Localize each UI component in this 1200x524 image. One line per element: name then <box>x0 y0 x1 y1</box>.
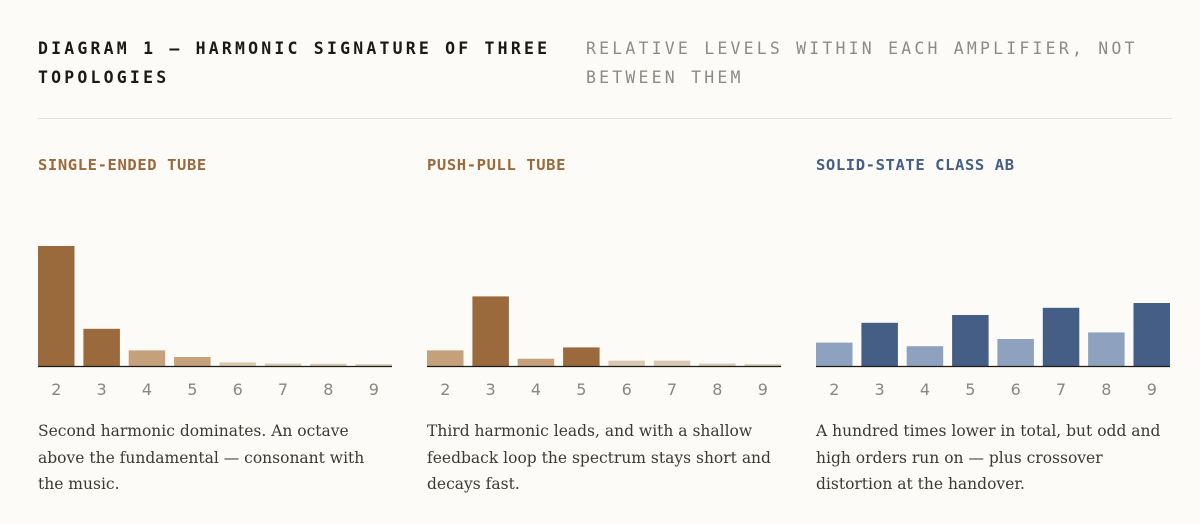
panel-caption: Second harmonic dominates. An octave abo… <box>38 422 365 493</box>
bar-harmonic-8 <box>310 363 347 366</box>
tick-label-6: 6 <box>1011 380 1021 399</box>
tick-label-4: 4 <box>531 380 541 399</box>
bar-harmonic-3 <box>861 322 898 366</box>
tick-label-5: 5 <box>187 380 197 399</box>
panel-single-ended-tube: SINGLE-ENDED TUBE 2 3 4 5 6 7 8 9 Second harmon… <box>38 150 394 510</box>
bar-harmonic-4 <box>517 358 555 366</box>
bar-harmonic-8 <box>699 363 736 366</box>
tick-label-2: 2 <box>829 380 839 399</box>
tick-label-8: 8 <box>323 380 333 399</box>
panel-solid-state-class-ab: SOLID-STATE CLASS AB 2 3 4 5 6 7 8 9 A hundred … <box>816 150 1172 510</box>
harmonic-bar-chart: 2 3 4 5 6 7 8 9 <box>427 296 781 399</box>
bar-harmonic-5 <box>952 315 989 366</box>
tick-label-3: 3 <box>875 380 885 399</box>
panel-push-pull-tube: PUSH-PULL TUBE 2 3 4 5 6 7 8 9 Third harmonic l… <box>427 150 783 510</box>
tick-label-2: 2 <box>51 380 61 399</box>
tick-label-4: 4 <box>142 380 152 399</box>
bar-harmonic-3 <box>83 328 120 366</box>
diagram-title: DIAGRAM 1 — HARMONIC SIGNATURE OF THREE … <box>38 39 551 87</box>
bar-harmonic-4 <box>906 346 944 366</box>
bar-harmonic-2 <box>427 350 464 366</box>
bar-harmonic-2 <box>816 342 853 366</box>
bar-harmonic-8 <box>1088 332 1125 366</box>
panel-caption: Third harmonic leads, and with a shallow… <box>427 422 771 493</box>
harmonic-bar-chart: 2 3 4 5 6 7 8 9 <box>38 246 392 399</box>
panel-title: PUSH-PULL TUBE <box>427 156 567 174</box>
bar-harmonic-6 <box>219 362 256 366</box>
bar-harmonic-7 <box>1042 307 1080 366</box>
tick-label-7: 7 <box>667 380 677 399</box>
tick-label-9: 9 <box>1147 380 1157 399</box>
tick-label-6: 6 <box>622 380 632 399</box>
tick-label-3: 3 <box>97 380 107 399</box>
bar-harmonic-3 <box>472 296 509 366</box>
bar-harmonic-5 <box>563 347 600 366</box>
tick-label-5: 5 <box>965 380 975 399</box>
panel-caption: A hundred times lower in total, but odd … <box>816 422 1161 493</box>
tick-label-8: 8 <box>712 380 722 399</box>
bar-harmonic-5 <box>174 357 211 366</box>
harmonic-bar-chart: 2 3 4 5 6 7 8 9 <box>816 303 1170 399</box>
header-divider <box>38 118 1172 119</box>
tick-label-9: 9 <box>758 380 768 399</box>
tick-label-7: 7 <box>1056 380 1066 399</box>
bar-harmonic-9 <box>744 364 781 366</box>
tick-label-5: 5 <box>576 380 586 399</box>
tick-label-7: 7 <box>278 380 288 399</box>
tick-label-4: 4 <box>920 380 930 399</box>
tick-label-9: 9 <box>369 380 379 399</box>
panel-title: SOLID-STATE CLASS AB <box>816 156 1015 174</box>
bar-harmonic-4 <box>128 350 166 366</box>
bar-harmonic-7 <box>264 363 302 366</box>
panel-title: SINGLE-ENDED TUBE <box>38 156 207 174</box>
bar-harmonic-9 <box>355 364 392 366</box>
tick-label-3: 3 <box>486 380 496 399</box>
bar-harmonic-6 <box>608 360 645 366</box>
bar-harmonic-7 <box>653 360 691 366</box>
bar-harmonic-6 <box>997 339 1034 366</box>
tick-label-2: 2 <box>440 380 450 399</box>
tick-label-8: 8 <box>1101 380 1111 399</box>
bar-harmonic-2 <box>38 246 75 366</box>
bar-harmonic-9 <box>1133 303 1170 366</box>
tick-label-6: 6 <box>233 380 243 399</box>
diagram-subtitle: RELATIVE LEVELS WITHIN EACH AMPLIFIER, N… <box>586 39 1138 87</box>
diagram-header: DIAGRAM 1 — HARMONIC SIGNATURE OF THREE … <box>38 34 1172 118</box>
